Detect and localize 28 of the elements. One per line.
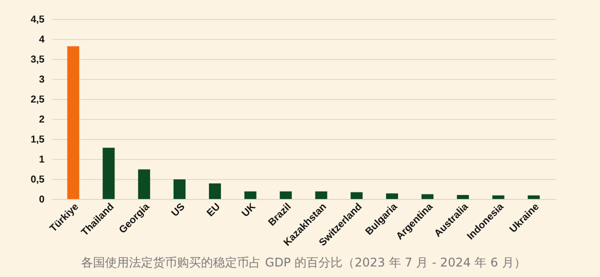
bar (492, 195, 504, 199)
y-tick-label: 2 (38, 114, 45, 126)
bar (244, 191, 256, 199)
bar (456, 195, 469, 199)
bar (280, 191, 292, 199)
x-tick-label: UK (240, 200, 259, 220)
y-tick-label: 2,5 (30, 94, 45, 106)
bar (138, 169, 150, 199)
bar (102, 148, 115, 199)
bar (528, 195, 540, 199)
y-tick-label: 3,5 (30, 54, 45, 66)
bar (208, 183, 221, 199)
bar (315, 191, 328, 199)
x-tick-label: US (170, 201, 188, 220)
x-tick-label: EU (205, 202, 223, 220)
y-tick-label: 1,5 (30, 134, 45, 146)
y-tick-label: 1 (38, 154, 45, 166)
y-tick-label: 3 (38, 74, 45, 86)
y-tick-label: 0,5 (30, 174, 45, 186)
bar (174, 179, 186, 199)
bar (67, 46, 80, 199)
y-tick-label: 0 (38, 194, 45, 206)
y-tick-label: 4 (38, 34, 45, 46)
bar (386, 193, 398, 199)
text: 各国使用法定货币购买的稳定币占 GDP 的百分比（2023 年 7 月 - 2024 年 6 月） (81, 255, 526, 270)
bar (350, 192, 363, 199)
bar (421, 194, 434, 199)
y-tick-label: 4,5 (30, 14, 45, 26)
